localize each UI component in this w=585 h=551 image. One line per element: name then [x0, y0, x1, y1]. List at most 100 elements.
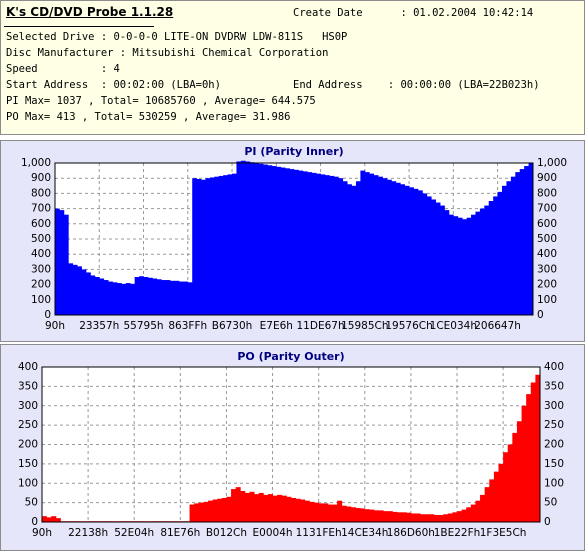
bar [519, 169, 525, 315]
bar [410, 513, 416, 522]
bar [323, 503, 329, 522]
bar [489, 479, 495, 522]
bar [174, 280, 180, 315]
bar [329, 175, 335, 315]
bar [429, 514, 435, 522]
bar [447, 513, 453, 522]
bar [240, 491, 246, 522]
bar [457, 217, 463, 315]
bar [51, 516, 57, 522]
bar [382, 178, 388, 315]
y-tick-label: 0 [44, 309, 51, 321]
y2-tick-label: 700 [537, 203, 557, 215]
bar [448, 214, 454, 315]
bar [462, 219, 468, 315]
y2-tick-label: 800 [537, 187, 557, 199]
bar [194, 503, 200, 522]
bar [245, 161, 251, 315]
bar [249, 491, 255, 522]
x-tick-label: 1BE22Fh [434, 527, 481, 539]
bar [217, 498, 223, 522]
x-tick-label: 15985Ch [341, 320, 388, 332]
bar [263, 164, 268, 315]
bar [189, 504, 195, 522]
bar [298, 170, 304, 315]
y2-tick-label: 400 [544, 361, 564, 373]
bar [304, 500, 310, 522]
bar [426, 196, 432, 315]
bar [277, 494, 283, 522]
x-tick-label: 186D60h [387, 527, 435, 539]
bar [420, 514, 426, 522]
bar [327, 504, 333, 522]
info-line: PI Max= 1037 , Total= 10685760 , Average… [6, 95, 316, 107]
bar [440, 205, 445, 315]
bar [77, 266, 82, 315]
end-address: End Address : 00:00:00 (LBA=22B023h) [293, 79, 540, 91]
bar [524, 166, 529, 315]
bar [351, 185, 357, 315]
bar [99, 278, 105, 315]
bar [373, 175, 379, 315]
y-tick-label: 300 [31, 263, 51, 275]
y-tick-label: 100 [18, 477, 38, 489]
bar [316, 173, 321, 315]
x-tick-label: 1CE034h [430, 320, 477, 332]
plot-frame [41, 366, 541, 523]
y-tick-label: 800 [31, 187, 51, 199]
bar [406, 512, 412, 522]
bar [165, 280, 171, 315]
bar [369, 509, 375, 522]
bar [59, 210, 65, 315]
bar [424, 514, 430, 522]
bar [452, 512, 458, 522]
bar [272, 495, 278, 522]
y2-tick-label: 250 [544, 419, 564, 431]
y2-tick-label: 300 [544, 400, 564, 412]
bar [479, 208, 485, 315]
bar [254, 494, 260, 522]
bar [475, 211, 481, 315]
bar [435, 202, 441, 315]
bar [280, 167, 286, 315]
bar [94, 277, 100, 315]
bar [466, 217, 472, 315]
bar [433, 515, 439, 522]
info-line: Speed : 4 [6, 63, 120, 75]
x-tick-label: 90h [32, 527, 52, 539]
y2-tick-label: 200 [537, 279, 557, 291]
bar [404, 185, 410, 315]
bar [198, 502, 204, 522]
bar [369, 173, 375, 315]
y-tick-label: 250 [18, 419, 38, 431]
bar [46, 517, 52, 522]
bar [309, 501, 315, 522]
bar [291, 497, 297, 522]
bar [526, 394, 532, 522]
bar [116, 283, 122, 315]
y2-tick-label: 600 [537, 218, 557, 230]
create-date: Create Date : 01.02.2004 10:42:14 [293, 7, 534, 19]
bar [244, 492, 250, 522]
bar [480, 494, 486, 522]
info-line: PO Max= 413 , Total= 530259 , Average= 3… [6, 111, 291, 123]
bar [530, 382, 536, 522]
bar [55, 208, 60, 315]
y-tick-label: 500 [31, 233, 51, 245]
bar [286, 496, 292, 522]
y2-tick-label: 1,000 [537, 157, 567, 169]
bar [392, 511, 398, 522]
separator [4, 26, 154, 27]
bar [470, 504, 476, 522]
bar [510, 176, 516, 315]
bar [378, 176, 383, 315]
y-tick-label: 50 [25, 497, 38, 509]
bar [281, 495, 287, 522]
bar [498, 463, 504, 522]
bar [192, 178, 198, 315]
bar [466, 507, 472, 522]
bar [364, 172, 370, 315]
bar [218, 175, 224, 315]
